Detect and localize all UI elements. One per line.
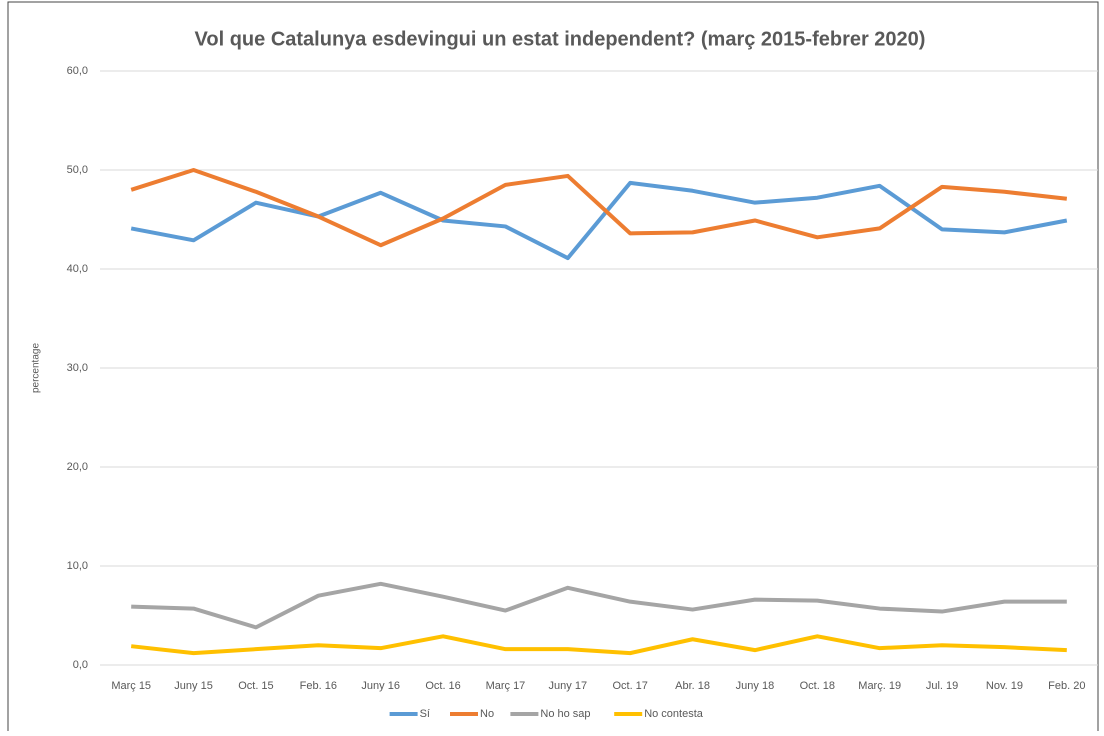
x-tick-label: Feb. 20	[1048, 680, 1085, 692]
legend-label: No ho sap	[540, 708, 590, 720]
y-tick-label: 30,0	[67, 362, 88, 374]
y-tick-label: 60,0	[67, 65, 88, 77]
x-tick-label: Juny 16	[361, 680, 400, 692]
legend-label: No contesta	[644, 708, 704, 720]
x-tick-label: Març 17	[486, 680, 526, 692]
y-tick-label: 50,0	[67, 164, 88, 176]
chart-title: Vol que Catalunya esdevingui un estat in…	[195, 28, 926, 50]
x-tick-label: Juny 15	[174, 680, 213, 692]
data-line	[130, 634, 1067, 656]
data-line	[131, 581, 1067, 630]
x-tick-label: Març. 19	[858, 680, 901, 692]
y-tick-label: 20,0	[67, 461, 88, 473]
x-tick-label: Oct. 15	[238, 680, 273, 692]
y-axis-label: percentage	[31, 343, 42, 393]
x-tick-label: Feb. 16	[300, 680, 337, 692]
x-tick-label: Juny 18	[736, 680, 775, 692]
x-tick-label: Oct. 18	[800, 680, 835, 692]
legend-label: Sí	[420, 708, 430, 720]
x-tick-label: Març 15	[111, 680, 151, 692]
x-tick-label: Oct. 17	[612, 680, 647, 692]
y-tick-label: 0,0	[73, 659, 88, 671]
y-tick-label: 10,0	[67, 560, 88, 572]
x-tick-label: Nov. 19	[986, 680, 1023, 692]
chart-frame	[7, 1, 1099, 736]
x-tick-label: Oct. 16	[425, 680, 460, 692]
x-tick-label: Abr. 18	[675, 680, 710, 692]
y-tick-label: 40,0	[67, 263, 88, 275]
data-line	[130, 168, 1068, 248]
legend-label: No	[480, 708, 494, 720]
x-tick-label: Juny 17	[549, 680, 588, 692]
x-tick-label: Jul. 19	[926, 680, 958, 692]
